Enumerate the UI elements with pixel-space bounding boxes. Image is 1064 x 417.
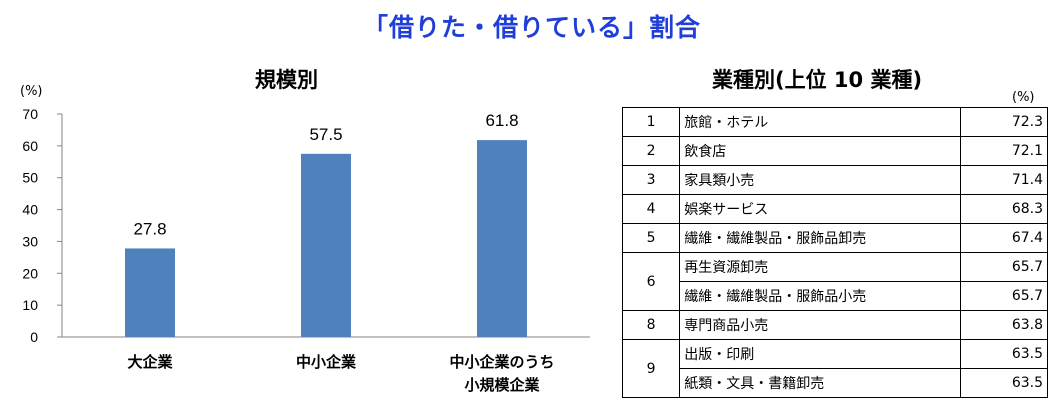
value-cell: 65.7: [959, 281, 1049, 311]
value-cell: 68.3: [959, 194, 1049, 224]
industry-name-cell: 出版・印刷: [679, 339, 961, 369]
table-row: 紙類・文具・書籍卸売 63.5: [623, 368, 1049, 398]
y-tick-label: 40: [22, 202, 38, 218]
table-row: 2 飲食店 72.1: [621, 136, 1049, 166]
value-cell: 65.7: [959, 252, 1049, 282]
value-cell: 72.1: [959, 136, 1049, 166]
rank-cell: 3: [621, 165, 681, 195]
rank-cell: 8: [621, 310, 681, 340]
industry-name-cell: 旅館・ホテル: [679, 107, 961, 137]
industry-name-cell: 専門商品小売: [679, 310, 961, 340]
y-tick-label: 20: [22, 265, 38, 281]
y-tick-label: 10: [22, 297, 38, 313]
industry-name-cell: 飲食店: [679, 136, 961, 166]
bar-chart: 0 10 20 30 40 50 60 70 (%) 27.8 大企業 57.5 中小企業 61.8 中小企…: [20, 84, 590, 394]
value-cell: 71.4: [959, 165, 1049, 195]
rank-cell: 1: [621, 107, 681, 137]
industry-ranking-table: 1 旅館・ホテル 72.3 2 飲食店 72.1 3 家具類小売 71.4 4 娯楽サービス 68.3…: [621, 107, 1049, 398]
x-category-label: 大企業: [127, 353, 173, 371]
bar-value-label: 27.8: [133, 219, 166, 238]
bar: [477, 140, 527, 337]
industry-name-cell: 紙類・文具・書籍卸売: [679, 368, 961, 398]
value-cell: 63.5: [959, 368, 1049, 398]
value-cell: 63.5: [959, 339, 1049, 369]
rank-cell: 4: [621, 194, 681, 224]
x-category-label: 中小企業のうち: [449, 353, 554, 371]
rank-cell: 9: [621, 339, 681, 398]
table-row: 6 再生資源卸売 65.7: [621, 252, 1049, 311]
value-cell: 63.8: [959, 310, 1049, 340]
y-tick-label: 70: [22, 106, 38, 122]
rank-cell: 2: [621, 136, 681, 166]
value-cell: 72.3: [959, 107, 1049, 137]
bar: [301, 153, 351, 337]
industry-name-cell: 娯楽サービス: [679, 194, 961, 224]
x-category-label: 中小企業: [296, 353, 357, 371]
page-title: 「借りた・借りている」割合: [362, 13, 701, 42]
table-row: 9 出版・印刷 63.5: [621, 339, 1049, 398]
industry-name-cell: 繊維・繊維製品・服飾品小売: [679, 281, 961, 311]
value-cell: 67.4: [959, 223, 1049, 253]
y-tick-label: 30: [22, 233, 38, 249]
y-tick-label: 50: [22, 170, 38, 186]
y-tick-label: 60: [22, 138, 38, 154]
industry-name-cell: 繊維・繊維製品・服飾品卸売: [679, 223, 961, 253]
industry-name-cell: 家具類小売: [679, 165, 961, 195]
bar: [125, 248, 175, 337]
table-row: 8 専門商品小売 63.8: [621, 310, 1049, 340]
chart-subtitle: 規模別: [255, 68, 318, 92]
table-row: 5 繊維・繊維製品・服飾品卸売 67.4: [621, 223, 1049, 253]
rank-cell: 6: [621, 252, 681, 311]
table-subtitle: 業種別(上位 10 業種): [712, 68, 923, 92]
bar-value-label: 57.5: [309, 125, 342, 144]
table-unit-label: (%): [1012, 90, 1035, 105]
industry-name-cell: 再生資源卸売: [679, 252, 961, 282]
bar-value-label: 61.8: [485, 111, 518, 130]
table-row: 4 娯楽サービス 68.3: [621, 194, 1049, 224]
y-axis-unit-label: (%): [20, 84, 43, 99]
rank-cell: 5: [621, 223, 681, 253]
table-row: 繊維・繊維製品・服飾品小売 65.7: [623, 281, 1049, 311]
table-row: 3 家具類小売 71.4: [621, 165, 1049, 195]
table-row: 1 旅館・ホテル 72.3: [621, 107, 1049, 137]
y-tick-label: 0: [30, 329, 38, 345]
x-category-label: 小規模企業: [464, 376, 540, 394]
